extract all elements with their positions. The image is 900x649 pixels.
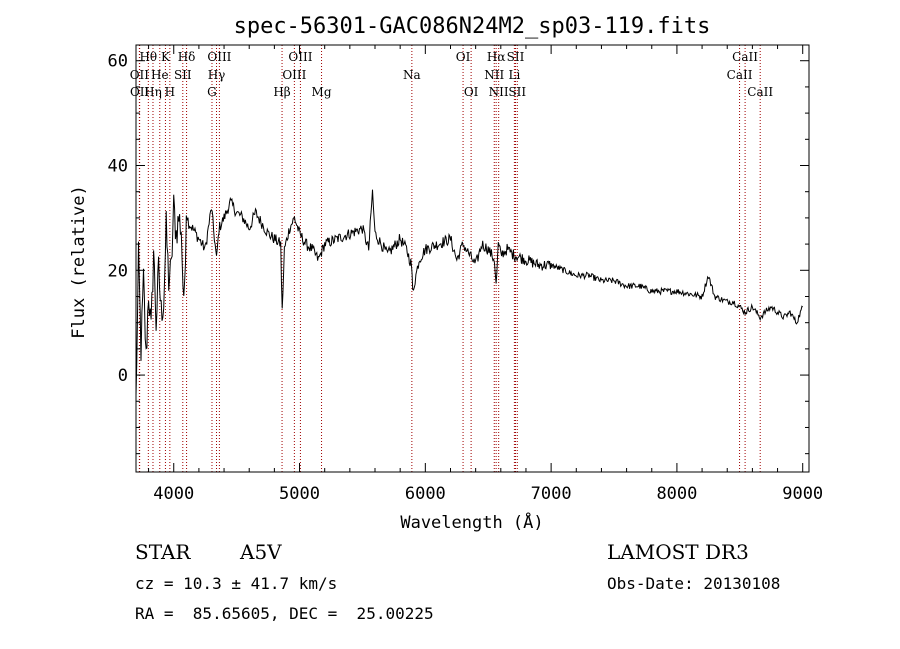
y-tick-label: 40 [108,157,128,177]
spectral-line-label: Li [508,68,520,82]
ra-dec: RA = 85.65605, DEC = 25.00225 [135,604,434,623]
chart-title: spec-56301-GAC086N24M2_sp03-119.fits [234,14,711,39]
spectral-line-label: OIII [207,50,231,64]
x-axis-label: Wavelength (Å) [400,511,543,533]
spectral-line-label: OIII [288,50,312,64]
object-type: STAR [135,540,191,564]
y-tick-label: 0 [118,366,128,386]
spectral-line-label: Hγ [208,68,226,82]
spectral-line-label: CaII [747,85,773,99]
survey-name: LAMOST DR3 [607,540,749,564]
spectral-line-label: CaII [732,50,758,64]
spectral-line-label: SII [507,50,525,64]
spectral-line-label: Hα [487,50,506,64]
spectral-line-label: OI [456,50,471,64]
spectral-line-label: K [161,50,171,64]
plot-frame [135,44,810,473]
spectral-line-label: Na [403,68,421,82]
spectral-line-label: NII [489,85,509,99]
redshift-cz: cz = 10.3 ± 41.7 km/s [135,574,338,593]
spectral-line-label: G [207,85,217,99]
spectral-line-label: Hθ [139,50,157,64]
spectral-line-label: Mg [312,85,332,99]
x-axis-ticks: 4000 5000 6000 7000 8000 9000 [148,45,823,504]
spectrum-series [135,189,804,396]
observation-date: Obs-Date: 20130108 [607,574,781,593]
x-tick-label: 6000 [405,484,446,504]
y-tick-label: 60 [108,52,128,72]
spectral-line-label: OI [464,85,479,99]
spectral-line-label: CaII [727,68,753,82]
spectral-line-label: OII [130,68,150,82]
x-tick-label: 4000 [153,484,194,504]
spectral-line-label: Hη [144,85,162,99]
spectral-line-label: SII [508,85,526,99]
y-axis-ticks: 0 20 40 60 [108,52,809,455]
x-tick-label: 9000 [782,484,823,504]
y-axis-label: Flux (relative) [69,185,89,339]
object-subclass: A5V [240,540,282,564]
spectrum-line [135,189,804,396]
spectral-line-label: OII [130,85,150,99]
spectral-line-label: NII [484,68,504,82]
y-tick-label: 20 [108,261,128,281]
spectral-line-label: H [165,85,175,99]
x-tick-label: 8000 [656,484,697,504]
spectral-line-label: Hβ [273,85,290,99]
spectral-line-label: He [151,68,169,82]
spectral-line-label: OIII [282,68,306,82]
spectral-line-markers [138,45,761,472]
x-tick-label: 7000 [531,484,572,504]
spectral-line-label: SII [174,68,192,82]
x-tick-label: 5000 [279,484,320,504]
spectral-line-label: Hδ [178,50,196,64]
